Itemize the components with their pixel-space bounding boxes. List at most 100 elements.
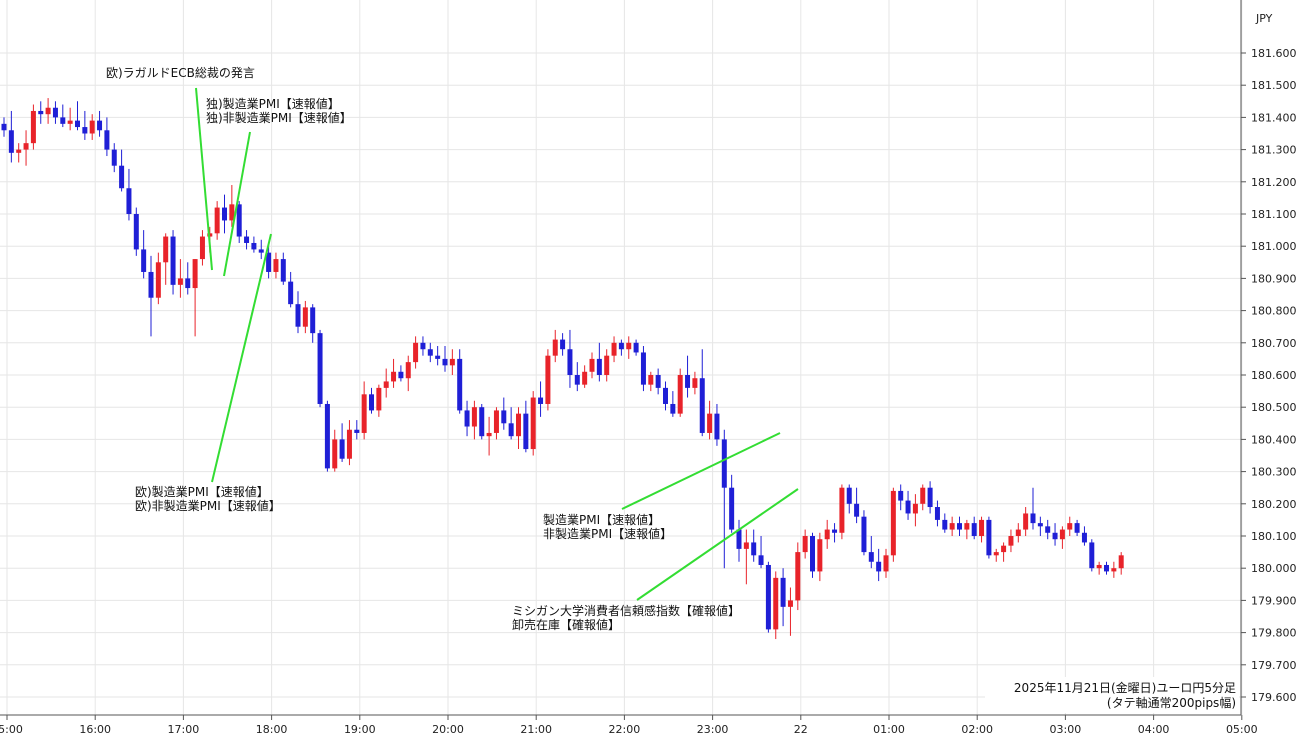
candle-body [413, 342, 419, 363]
candle-body [75, 120, 80, 128]
candle [810, 532, 815, 578]
candle [530, 391, 536, 456]
annotation-label: 欧)ラガルドECB総裁の発言 [106, 66, 255, 80]
candle [317, 329, 323, 408]
x-tick-label: 22:00 [609, 723, 641, 736]
candle [339, 423, 345, 462]
candle [38, 101, 44, 124]
candle-body [883, 555, 889, 572]
candle [934, 500, 940, 527]
candle-body [199, 236, 205, 260]
candle-body [104, 130, 110, 150]
candle [795, 542, 801, 611]
candle-body [545, 355, 551, 404]
candle-body [611, 342, 617, 356]
candle-body [596, 358, 602, 375]
candle-body [964, 523, 970, 530]
candle [126, 168, 132, 221]
candle [861, 510, 867, 556]
candle [229, 185, 235, 227]
candle [516, 407, 521, 450]
candle-body [677, 375, 683, 414]
y-tick-label: 181.400 [1251, 111, 1297, 124]
annotation-label: 製造業PMI【速報値】 [543, 512, 660, 527]
candle-body [640, 352, 646, 385]
candle [538, 381, 544, 417]
candle [148, 255, 154, 337]
candle-body [1118, 555, 1124, 569]
candle-body [942, 519, 948, 530]
candle-body [633, 342, 639, 353]
candle [751, 529, 757, 562]
candle-body [949, 523, 955, 530]
candle-body [905, 500, 911, 514]
candle-body [530, 397, 536, 450]
candle [670, 391, 676, 417]
candle [993, 548, 999, 562]
candle-body [310, 307, 316, 334]
candle-body [846, 487, 852, 504]
x-tick-label: 18:00 [256, 723, 288, 736]
candle-body [391, 371, 397, 382]
candle-body [435, 355, 441, 359]
candle-body [957, 523, 962, 530]
candle-body [177, 278, 183, 285]
candle [1015, 523, 1021, 543]
y-tick-label: 179.900 [1251, 594, 1297, 607]
candle-body [567, 349, 573, 375]
candle [905, 490, 911, 520]
candle [523, 400, 529, 453]
candle [633, 339, 639, 356]
candle-body [244, 236, 250, 243]
caption-box [985, 677, 1239, 713]
candle [60, 104, 66, 128]
candle [574, 362, 580, 392]
y-tick-label: 180.600 [1251, 369, 1297, 382]
candle-body [802, 536, 808, 553]
candle-body [670, 403, 676, 414]
annotation-connector [223, 131, 251, 277]
candle-body [618, 342, 624, 350]
candle [1030, 487, 1036, 530]
y-tick-label: 180.700 [1251, 337, 1297, 350]
candle-body [1081, 532, 1087, 543]
candle-body [45, 107, 51, 115]
y-tick-label: 181.200 [1251, 176, 1297, 189]
candle-body [898, 490, 904, 501]
candle [692, 371, 698, 395]
candle [552, 329, 558, 363]
y-tick-label: 179.600 [1251, 691, 1297, 704]
y-tick-label: 180.000 [1251, 562, 1297, 575]
candles [1, 98, 1124, 640]
candle [663, 381, 668, 411]
candle-body [471, 407, 477, 427]
candle-body [1104, 564, 1109, 572]
annotation-label: 卸売在庫【確報値】 [512, 617, 620, 632]
x-tick-label: 03:00 [1050, 723, 1082, 736]
candle-body [427, 349, 433, 356]
y-tick-label: 180.900 [1251, 272, 1297, 285]
x-tick-label: 19:00 [344, 723, 376, 736]
candle [89, 114, 95, 140]
candle-body [1059, 529, 1065, 540]
candle [111, 143, 117, 173]
candle [1037, 516, 1043, 536]
candle-body [258, 249, 264, 253]
candle-body [1001, 545, 1007, 553]
candle-body [817, 539, 823, 572]
candle-body [751, 542, 757, 556]
y-tick-label: 181.000 [1251, 240, 1297, 253]
candle [155, 252, 161, 305]
candle [648, 371, 654, 392]
candle-body [486, 432, 492, 437]
candle [16, 143, 22, 163]
candle [596, 342, 602, 382]
candle [699, 349, 705, 437]
candle [971, 516, 977, 540]
x-tick-label: 20:00 [432, 723, 464, 736]
annotation-label: 独)非製造業PMI【速報値】 [206, 110, 352, 125]
candle [942, 513, 948, 533]
candle [376, 384, 382, 417]
candle [199, 230, 205, 266]
